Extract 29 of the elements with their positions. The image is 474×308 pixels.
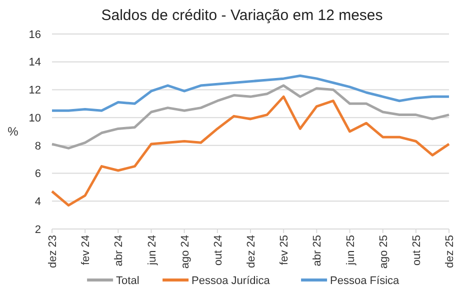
y-tick-label: 2 xyxy=(34,224,41,236)
legend-label: Total xyxy=(116,274,140,287)
x-tick-label: dez 23 xyxy=(47,235,59,268)
y-tick-label: 6 xyxy=(34,168,41,180)
x-tick-label: fev 24 xyxy=(80,235,92,265)
legend-label: Pessoa Jurídica xyxy=(192,274,271,287)
x-tick-label: ago 24 xyxy=(179,235,192,269)
y-tick-label: 14 xyxy=(28,56,41,69)
chart-title: Saldos de crédito - Variação em 12 meses xyxy=(101,7,383,24)
x-tick-label: fev 25 xyxy=(278,235,291,265)
y-tick-label: 4 xyxy=(34,196,41,208)
x-tick-label: abr 25 xyxy=(312,235,324,266)
y-axis-title: % xyxy=(8,124,19,139)
x-tick-label: out 25 xyxy=(410,235,423,266)
y-tick-label: 8 xyxy=(34,140,41,152)
x-tick-label: ago 25 xyxy=(378,235,390,269)
x-tick-label: abr 24 xyxy=(113,235,126,266)
x-tick-label: dez 24 xyxy=(246,235,258,268)
y-tick-label: 16 xyxy=(28,28,41,41)
x-tick-label: jun 25 xyxy=(344,235,357,266)
line-series xyxy=(50,84,450,150)
line-series xyxy=(50,95,450,207)
x-tick-label: jun 24 xyxy=(146,235,158,266)
x-tick-label: out 24 xyxy=(212,235,224,266)
y-tick-label: 10 xyxy=(28,112,41,124)
y-tick-label: 12 xyxy=(28,84,41,97)
x-tick-label: dez 25 xyxy=(444,235,456,268)
line-series xyxy=(50,74,450,112)
legend-label: Pessoa Física xyxy=(330,274,400,287)
